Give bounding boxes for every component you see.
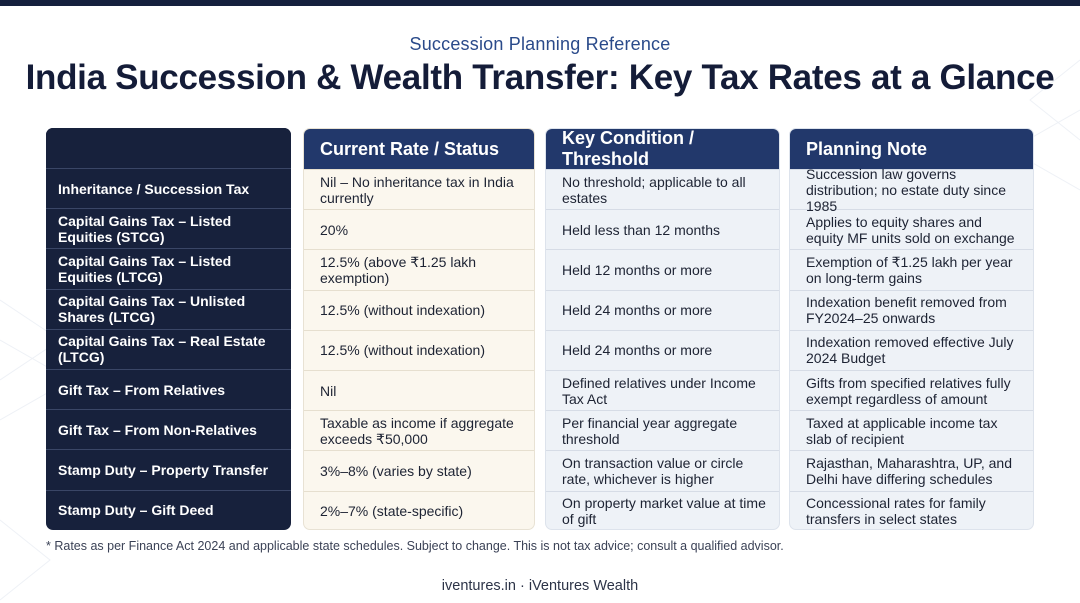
rate-cell: Nil — [304, 369, 534, 410]
condition-cell: No threshold; applicable to all estates — [546, 169, 779, 209]
condition-cell: Per financial year aggregate threshold — [546, 410, 779, 450]
rate-cell: Taxable as income if aggregate exceeds ₹… — [304, 410, 534, 450]
condition-cell: Held 24 months or more — [546, 329, 779, 370]
row-label: Capital Gains Tax – Unlisted Shares (LTC… — [46, 288, 291, 329]
note-cell: Succession law governs distribution; no … — [790, 166, 1033, 214]
note-cell: Applies to equity shares and equity MF u… — [790, 209, 1033, 249]
row-label: Capital Gains Tax – Listed Equities (STC… — [46, 208, 291, 248]
disclaimer-footnote: * Rates as per Finance Act 2024 and appl… — [46, 539, 784, 553]
page-subtitle: Succession Planning Reference — [409, 34, 671, 54]
condition-cell: Defined relatives under Income Tax Act — [546, 369, 779, 410]
note-cell: Indexation removed effective July 2024 B… — [790, 329, 1033, 370]
row-label: Stamp Duty – Gift Deed — [46, 489, 291, 530]
condition-cell: Held less than 12 months — [546, 209, 779, 249]
footer-brand: iventures.in · iVentures Wealth — [441, 578, 639, 594]
column-header-key-condition: Key Condition / Threshold — [546, 129, 779, 169]
key-condition-column: Key Condition / Threshold No threshold; … — [545, 128, 780, 530]
row-label: Capital Gains Tax – Real Estate (LTCG) — [46, 328, 291, 369]
rate-cell: 12.5% (above ₹1.25 lakh exemption) — [304, 249, 534, 289]
top-accent-bar — [0, 0, 1080, 6]
condition-cell: Held 24 months or more — [546, 289, 779, 330]
row-label: Gift Tax – From Relatives — [46, 368, 291, 409]
row-label-column: Inheritance / Succession Tax Capital Gai… — [46, 128, 291, 530]
rate-cell: 3%–8% (varies by state) — [304, 450, 534, 490]
page-title: India Succession & Wealth Transfer: Key … — [25, 58, 1055, 97]
note-cell: Taxed at applicable income tax slab of r… — [790, 410, 1033, 450]
current-rate-column: Current Rate / Status Nil – No inheritan… — [303, 128, 535, 530]
note-cell: Rajasthan, Maharashtra, UP, and Delhi ha… — [790, 450, 1033, 490]
note-cell: Concessional rates for family transfers … — [790, 490, 1033, 530]
rate-cell: Nil – No inheritance tax in India curren… — [304, 169, 534, 209]
rate-cell: 12.5% (without indexation) — [304, 289, 534, 330]
condition-cell: On property market value at time of gift — [546, 490, 779, 530]
row-label: Stamp Duty – Property Transfer — [46, 449, 291, 489]
condition-cell: Held 12 months or more — [546, 249, 779, 289]
planning-note-column: Planning Note Succession law governs dis… — [789, 128, 1034, 530]
rate-cell: 2%–7% (state-specific) — [304, 490, 534, 530]
column-header-planning-note: Planning Note — [790, 129, 1033, 169]
note-cell: Gifts from specified relatives fully exe… — [790, 369, 1033, 410]
condition-cell: On transaction value or circle rate, whi… — [546, 450, 779, 490]
row-label: Capital Gains Tax – Listed Equities (LTC… — [46, 248, 291, 288]
row-label: Inheritance / Succession Tax — [46, 168, 291, 208]
row-label: Gift Tax – From Non-Relatives — [46, 409, 291, 449]
rate-cell: 12.5% (without indexation) — [304, 329, 534, 370]
note-cell: Exemption of ₹1.25 lakh per year on long… — [790, 249, 1033, 289]
rate-cell: 20% — [304, 209, 534, 249]
column-header-current-rate: Current Rate / Status — [304, 129, 534, 169]
note-cell: Indexation benefit removed from FY2024–2… — [790, 289, 1033, 330]
column-header-blank — [46, 128, 291, 168]
